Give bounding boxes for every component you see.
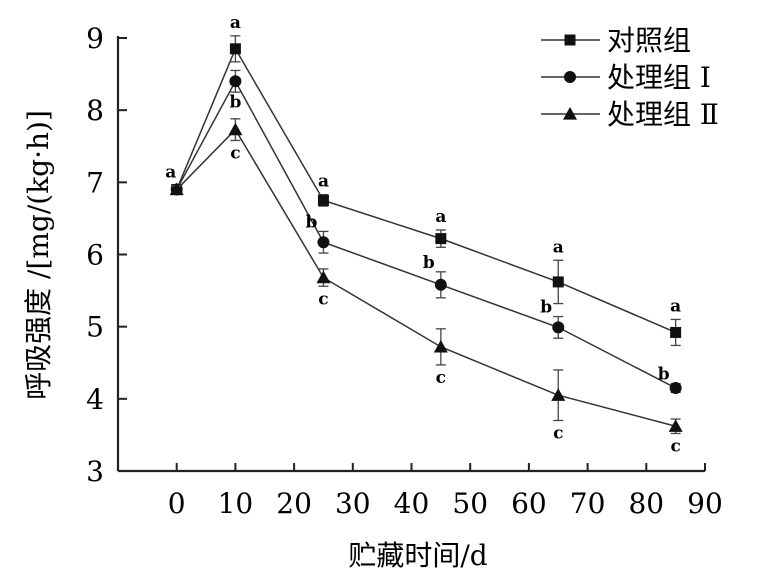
x-tick-label-40: 40 [394, 487, 430, 520]
x-tick-label-80: 80 [628, 487, 664, 520]
significance-label: c [436, 368, 446, 388]
legend-label-3: 处理组 Ⅱ [607, 98, 719, 131]
series-line-3 [176, 128, 676, 427]
data-point [435, 233, 447, 245]
significance-label: b [540, 298, 552, 318]
significance-label: a [435, 207, 446, 227]
x-tick-label-50: 50 [452, 487, 488, 520]
x-tick-label-0: 0 [168, 487, 186, 520]
series-line-2 [176, 79, 676, 389]
legend-label-2: 处理组 Ⅰ [607, 61, 711, 94]
data-point [229, 75, 242, 88]
legend-label-1: 对照组 [607, 24, 691, 57]
x-tick-label-20: 20 [276, 487, 312, 520]
data-point [669, 382, 682, 395]
data-point [229, 43, 241, 55]
legend-box [522, 14, 734, 130]
x-tick-label-60: 60 [511, 487, 547, 520]
y-tick-label-9: 9 [86, 22, 104, 55]
significance-label: c [230, 143, 240, 163]
y-tick-label-6: 6 [86, 239, 104, 272]
significance-label: c [670, 436, 680, 456]
significance-label: a [165, 163, 176, 183]
series-3 [169, 118, 683, 435]
significance-label: a [230, 13, 241, 33]
y-tick-label-7: 7 [86, 166, 104, 199]
data-point [433, 339, 448, 353]
data-point [228, 122, 243, 136]
y-tick-label-4: 4 [86, 383, 104, 416]
significance-label: b [658, 365, 670, 385]
x-tick-label-70: 70 [570, 487, 606, 520]
significance-label: c [318, 289, 328, 309]
y-tick-label-5: 5 [86, 311, 104, 344]
significance-label: a [318, 172, 329, 192]
y-axis-title: 呼吸强度 /[mg/(kg·h)] [22, 110, 55, 400]
data-point [434, 278, 447, 291]
significance-label: b [229, 92, 241, 112]
data-point [670, 326, 682, 338]
legend-marker-3 [563, 107, 577, 120]
significance-label: a [553, 237, 564, 257]
data-point [551, 388, 566, 401]
data-point [317, 236, 330, 249]
x-tick-label-30: 30 [335, 487, 371, 520]
significance-label: b [423, 253, 435, 273]
data-point [317, 194, 329, 206]
x-axis-title: 贮藏时间/d [348, 539, 487, 572]
legend-marker-2 [564, 71, 576, 83]
data-point [169, 182, 184, 196]
x-tick-label-10: 10 [218, 487, 254, 520]
data-point [552, 321, 565, 334]
y-tick-label-8: 8 [86, 94, 104, 127]
legend-marker-1 [564, 34, 576, 46]
y-tick-label-3: 3 [86, 455, 104, 488]
data-point [552, 276, 564, 288]
series-line-1 [176, 47, 676, 334]
significance-label: b [306, 212, 318, 232]
series-layer [169, 35, 683, 435]
x-tick-label-90: 90 [687, 487, 723, 520]
significance-label: a [670, 296, 681, 316]
data-point [316, 270, 331, 284]
significance-label: c [553, 423, 563, 443]
axes: 0 10 20 30 40 50 60 70 80 90 3 4 5 6 7 8 9 [86, 22, 723, 520]
data-point [668, 419, 683, 432]
